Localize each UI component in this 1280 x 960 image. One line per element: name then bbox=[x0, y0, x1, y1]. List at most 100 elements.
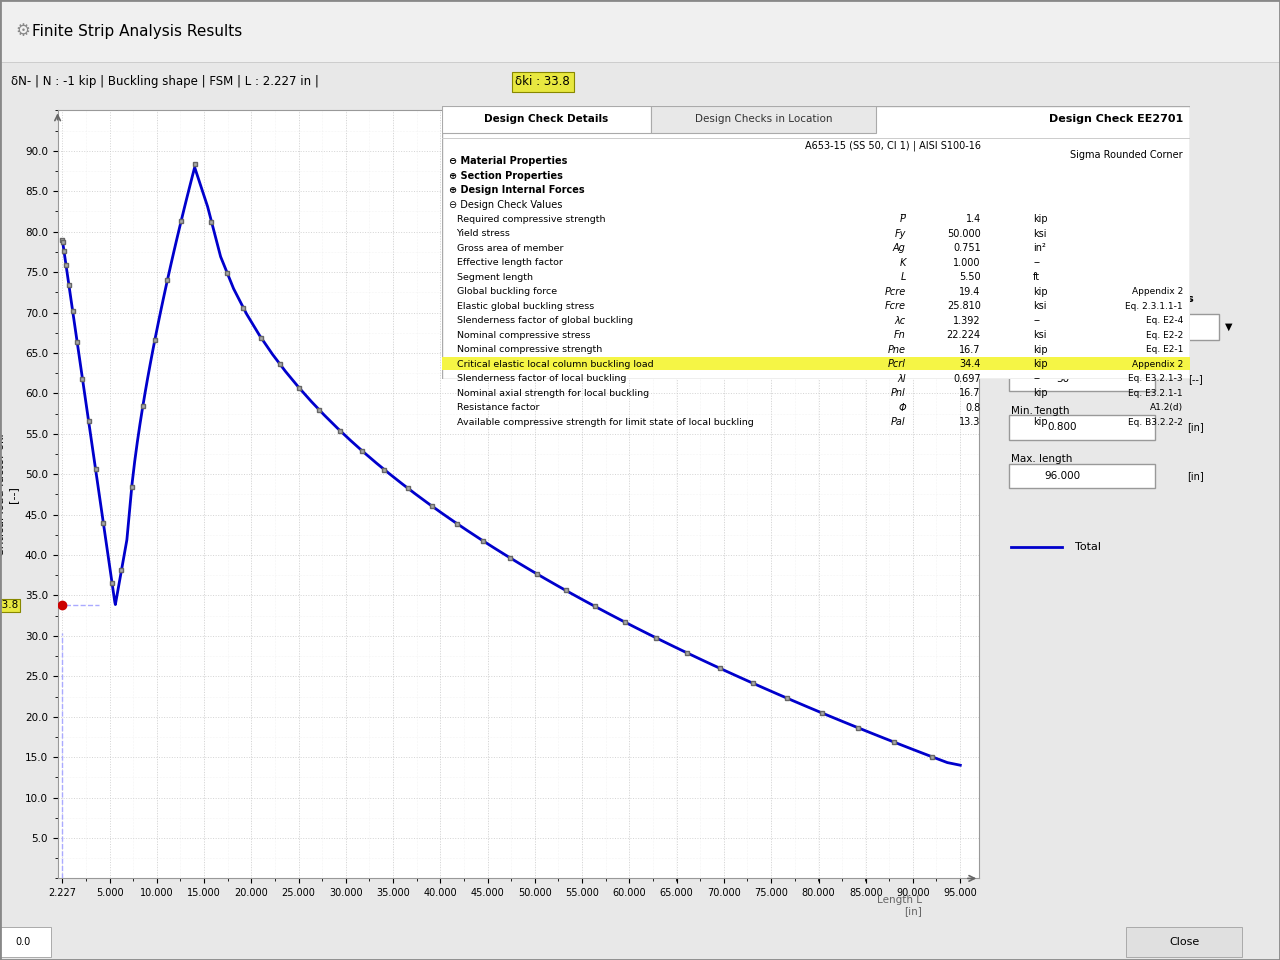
FancyBboxPatch shape bbox=[1009, 416, 1155, 440]
Text: Fy: Fy bbox=[895, 228, 906, 238]
Text: --: -- bbox=[1033, 373, 1041, 384]
Text: δki : 33.8: δki : 33.8 bbox=[516, 75, 570, 88]
Text: Available compressive strength for limit state of local buckling: Available compressive strength for limit… bbox=[457, 418, 754, 426]
Text: ▼: ▼ bbox=[1225, 322, 1233, 332]
Text: Eq. E2-4: Eq. E2-4 bbox=[1146, 316, 1183, 325]
Text: Design Checks in Location: Design Checks in Location bbox=[695, 114, 832, 124]
Text: Min. length: Min. length bbox=[1011, 406, 1070, 416]
Text: in²: in² bbox=[1033, 243, 1046, 253]
Text: --: -- bbox=[1033, 257, 1041, 268]
Text: 5.50: 5.50 bbox=[959, 272, 980, 282]
Y-axis label: Critical load factor δki
[--]: Critical load factor δki [--] bbox=[0, 433, 18, 556]
Text: L: L bbox=[901, 272, 906, 282]
FancyBboxPatch shape bbox=[0, 0, 1280, 62]
FancyBboxPatch shape bbox=[442, 106, 652, 133]
Text: Length L
[in]: Length L [in] bbox=[877, 895, 922, 916]
Text: Distribution of points: Distribution of points bbox=[1060, 294, 1193, 304]
Text: Eq. E2-2: Eq. E2-2 bbox=[1146, 330, 1183, 340]
Text: Eq. E2-1: Eq. E2-1 bbox=[1146, 345, 1183, 354]
Text: Yield stress: Yield stress bbox=[457, 229, 511, 238]
Text: Pcrl: Pcrl bbox=[888, 359, 906, 369]
Text: 0.800: 0.800 bbox=[1047, 422, 1078, 432]
Text: ksi: ksi bbox=[1033, 301, 1047, 311]
Text: Nominal compressive stress: Nominal compressive stress bbox=[457, 330, 590, 340]
Text: λl: λl bbox=[897, 373, 906, 384]
Text: Effective length factor: Effective length factor bbox=[457, 258, 562, 267]
Text: Appendix 2: Appendix 2 bbox=[1132, 360, 1183, 369]
Text: [in]: [in] bbox=[1187, 422, 1204, 432]
Text: Nominal axial strength for local buckling: Nominal axial strength for local bucklin… bbox=[457, 389, 649, 397]
Text: kip: kip bbox=[1033, 359, 1048, 369]
Text: 0.8: 0.8 bbox=[965, 402, 980, 413]
Text: ⚙: ⚙ bbox=[15, 22, 31, 40]
Text: ⊖ Design Check Values: ⊖ Design Check Values bbox=[449, 200, 562, 209]
Text: [in]: [in] bbox=[1187, 471, 1204, 481]
Text: Global buckling force: Global buckling force bbox=[457, 287, 557, 296]
Text: kip: kip bbox=[1033, 417, 1048, 427]
Text: kip: kip bbox=[1033, 345, 1048, 354]
Text: 19.4: 19.4 bbox=[960, 286, 980, 297]
Text: Quadratic: Quadratic bbox=[1088, 322, 1139, 332]
FancyBboxPatch shape bbox=[0, 926, 51, 957]
Text: Fcre: Fcre bbox=[884, 301, 906, 311]
Text: 50: 50 bbox=[1056, 373, 1069, 384]
FancyBboxPatch shape bbox=[442, 357, 1190, 370]
Text: 1.000: 1.000 bbox=[954, 257, 980, 268]
Text: Eq. E3.2.1-1: Eq. E3.2.1-1 bbox=[1128, 389, 1183, 397]
Text: 16.7: 16.7 bbox=[959, 388, 980, 398]
Text: Pnl: Pnl bbox=[891, 388, 906, 398]
Text: Appendix 2: Appendix 2 bbox=[1132, 287, 1183, 296]
Text: Elastic global buckling stress: Elastic global buckling stress bbox=[457, 301, 594, 310]
Text: 22.224: 22.224 bbox=[947, 330, 980, 340]
Text: 96.000: 96.000 bbox=[1044, 471, 1080, 481]
Text: kip: kip bbox=[1033, 214, 1048, 224]
Text: Slenderness factor of local buckling: Slenderness factor of local buckling bbox=[457, 374, 626, 383]
Text: 0.0: 0.0 bbox=[15, 937, 31, 947]
Text: Slenderness factor of global buckling: Slenderness factor of global buckling bbox=[457, 316, 632, 325]
Text: Finite Strip Analysis Results: Finite Strip Analysis Results bbox=[32, 24, 242, 38]
Text: 0.751: 0.751 bbox=[954, 243, 980, 253]
Text: 0.697: 0.697 bbox=[954, 373, 980, 384]
Text: Resistance factor: Resistance factor bbox=[457, 403, 539, 412]
Text: [--]: [--] bbox=[1188, 373, 1203, 384]
Text: Eq. 2.3.1.1-1: Eq. 2.3.1.1-1 bbox=[1125, 301, 1183, 310]
Text: Pcre: Pcre bbox=[884, 286, 906, 297]
Text: A1.2(d): A1.2(d) bbox=[1149, 403, 1183, 412]
Text: 33.8: 33.8 bbox=[0, 600, 19, 611]
Text: Critical elastic local column buckling load: Critical elastic local column buckling l… bbox=[457, 360, 653, 369]
Text: Design Check Details: Design Check Details bbox=[484, 114, 608, 124]
FancyBboxPatch shape bbox=[1009, 367, 1155, 391]
Text: Segment length: Segment length bbox=[457, 273, 532, 281]
Text: λc: λc bbox=[895, 316, 906, 325]
Text: Pal: Pal bbox=[891, 417, 906, 427]
Text: 16.7: 16.7 bbox=[959, 345, 980, 354]
Text: Nominal compressive strength: Nominal compressive strength bbox=[457, 345, 602, 354]
Text: Sigma Rounded Corner: Sigma Rounded Corner bbox=[1070, 150, 1183, 160]
Text: ksi: ksi bbox=[1033, 330, 1047, 340]
Text: Φ: Φ bbox=[899, 402, 906, 413]
Text: 50.000: 50.000 bbox=[947, 228, 980, 238]
Text: Eq. B3.2.2-2: Eq. B3.2.2-2 bbox=[1128, 418, 1183, 426]
Text: Total: Total bbox=[1075, 542, 1101, 552]
Text: --: -- bbox=[1033, 316, 1041, 325]
Text: Gross area of member: Gross area of member bbox=[457, 244, 563, 252]
Text: Design Check EE2701: Design Check EE2701 bbox=[1048, 114, 1183, 124]
Text: Pne: Pne bbox=[888, 345, 906, 354]
Text: P̅: P̅ bbox=[900, 214, 906, 224]
Text: ⊕ Design Internal Forces: ⊕ Design Internal Forces bbox=[449, 185, 585, 195]
FancyBboxPatch shape bbox=[1009, 464, 1155, 488]
Text: Max. length: Max. length bbox=[1011, 454, 1073, 465]
Text: 1.4: 1.4 bbox=[965, 214, 980, 224]
FancyBboxPatch shape bbox=[652, 106, 876, 133]
Text: A653-15 (SS 50, CI 1) | AISI S100-16: A653-15 (SS 50, CI 1) | AISI S100-16 bbox=[805, 140, 980, 151]
FancyBboxPatch shape bbox=[1126, 926, 1242, 957]
Text: 34.4: 34.4 bbox=[960, 359, 980, 369]
Text: ft: ft bbox=[1033, 272, 1041, 282]
Text: kip: kip bbox=[1033, 388, 1048, 398]
Text: δN- | N : -1 kip | Buckling shape | FSM | L : 2.227 in |: δN- | N : -1 kip | Buckling shape | FSM … bbox=[10, 75, 319, 88]
Text: Eq. E3.2.1-3: Eq. E3.2.1-3 bbox=[1128, 374, 1183, 383]
Text: 1.392: 1.392 bbox=[954, 316, 980, 325]
Text: Ag: Ag bbox=[893, 243, 906, 253]
Text: 13.3: 13.3 bbox=[960, 417, 980, 427]
FancyBboxPatch shape bbox=[442, 106, 1190, 379]
